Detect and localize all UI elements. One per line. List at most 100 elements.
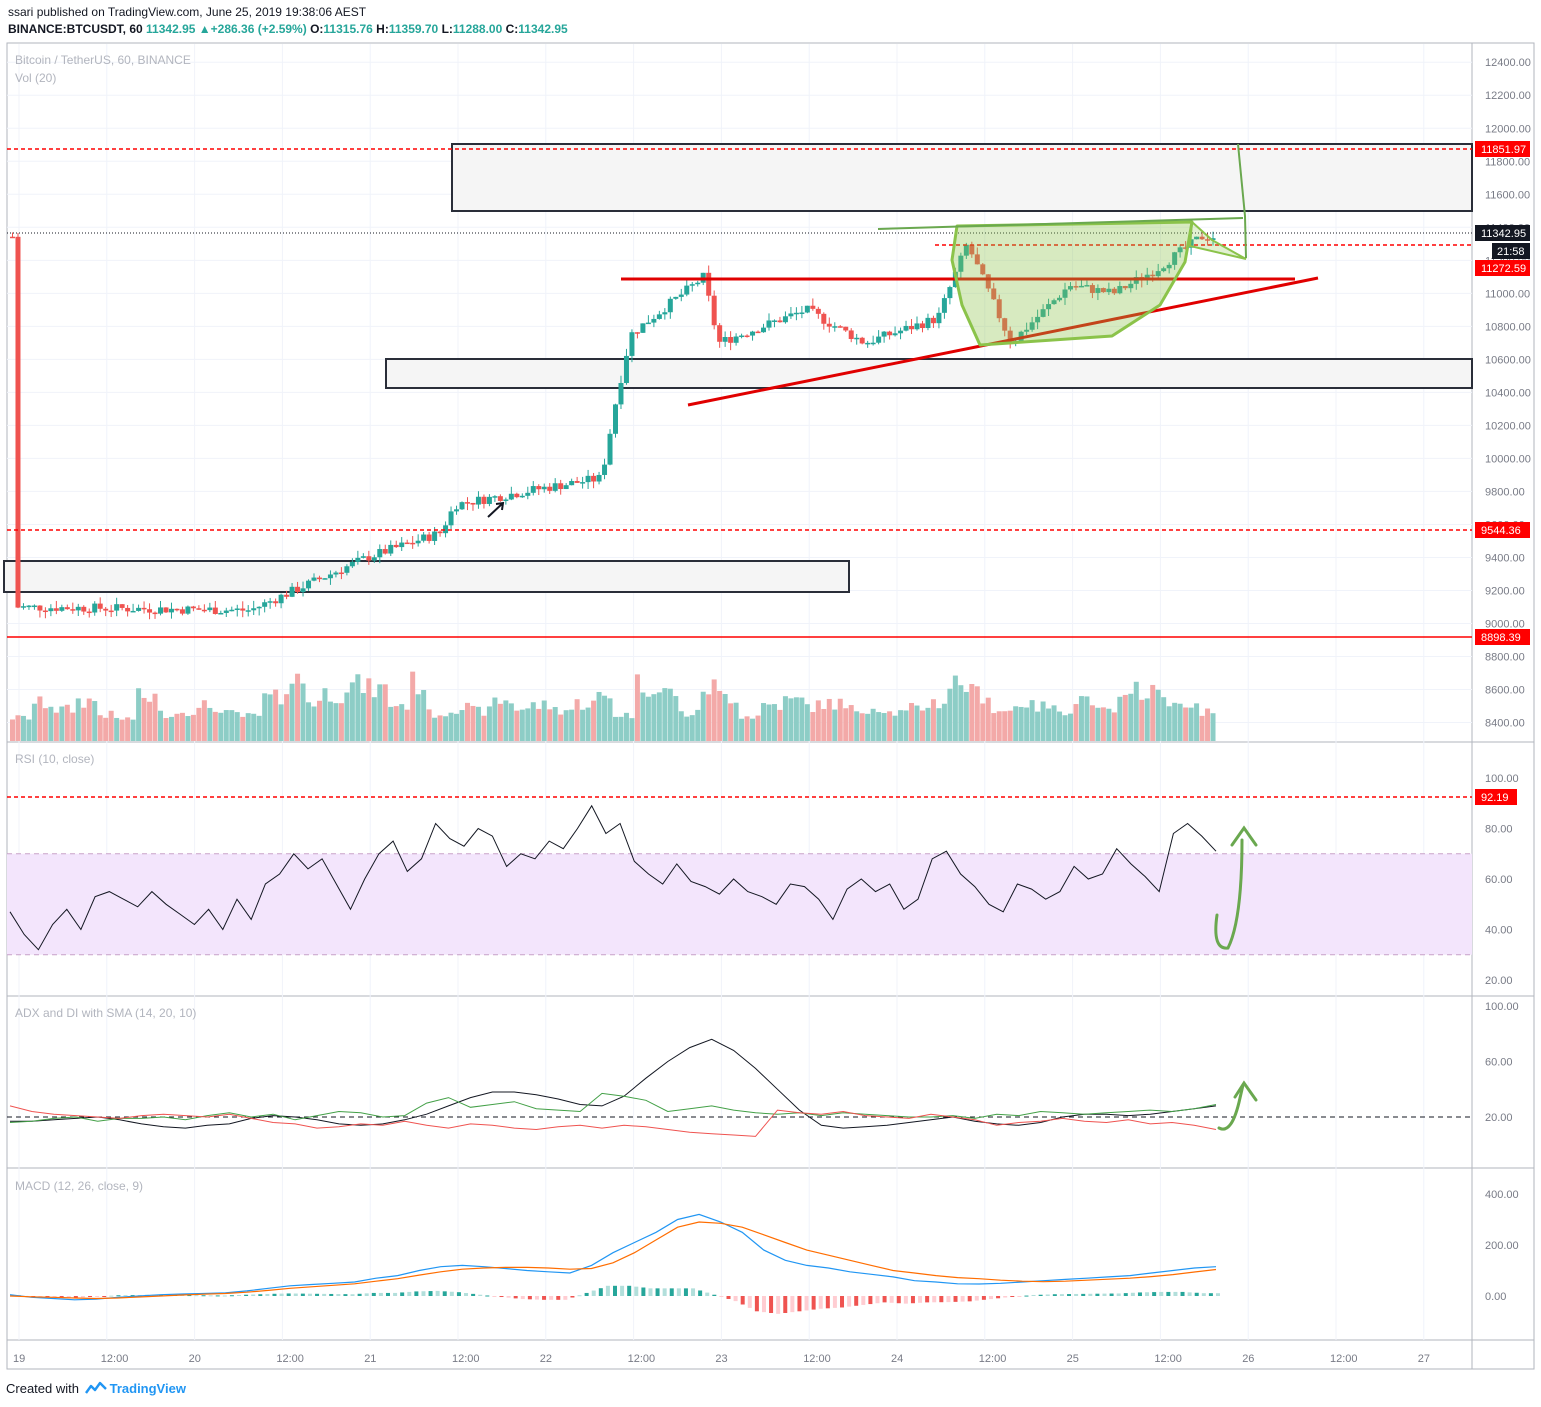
- adx-line: [10, 1038, 1217, 1129]
- candle-body: [92, 603, 98, 613]
- open-label: O:: [310, 22, 324, 36]
- price-pane[interactable]: 12400.00 12200.00 12000.00 11800.00 11600.00…: [3, 44, 1531, 1340]
- candle-body: [245, 610, 251, 612]
- volume-bar: [706, 694, 712, 741]
- candle-body: [251, 608, 257, 611]
- high-label: H:: [376, 22, 389, 36]
- volume-bar: [267, 694, 273, 741]
- macd-histogram-bar: [698, 1290, 703, 1296]
- candle-body: [1111, 288, 1117, 294]
- volume-bar: [941, 703, 947, 741]
- candle-body: [459, 502, 465, 510]
- cup-pattern-shape: [950, 220, 1194, 347]
- price-tick-label: 9000.00: [1485, 618, 1525, 630]
- macd-histogram-bar: [1031, 1294, 1036, 1296]
- candle-body: [185, 606, 191, 614]
- volume-bar: [393, 706, 399, 741]
- macd-histogram-bar: [109, 1295, 114, 1297]
- volume-bar: [31, 703, 37, 741]
- author-name[interactable]: ssari: [8, 5, 34, 19]
- candle-body: [821, 313, 827, 324]
- candle-body: [503, 499, 509, 501]
- candle-body: [284, 594, 290, 597]
- resistance-zone: [451, 143, 1473, 212]
- volume-bar: [201, 700, 207, 741]
- macd-histogram-bar: [613, 1285, 617, 1296]
- candle-body: [393, 544, 399, 548]
- volume-bar: [42, 708, 48, 741]
- volume-bar: [541, 700, 547, 741]
- volume-bar: [223, 710, 229, 741]
- volume-bar: [426, 709, 432, 741]
- candle-body: [859, 337, 865, 344]
- price-tick-label: 10800.00: [1485, 321, 1531, 333]
- drawings-layer[interactable]: [487, 143, 1319, 1131]
- change-arrow-icon: ▲: [198, 22, 211, 36]
- candle-body: [410, 542, 416, 545]
- volume-bar: [536, 708, 542, 741]
- volume-bar: [338, 703, 344, 741]
- price-tick-label: 12200.00: [1485, 90, 1531, 102]
- volume-bar: [673, 696, 679, 741]
- volume-bar: [1002, 711, 1008, 741]
- volume-bar: [585, 707, 591, 741]
- macd-histogram-bar: [1109, 1293, 1114, 1296]
- macd-histogram-bar: [471, 1293, 476, 1296]
- macd-histogram-bar: [790, 1296, 795, 1313]
- candle-body: [437, 531, 443, 534]
- volume-bar: [909, 702, 915, 741]
- adx-pane[interactable]: 100.00 60.00 20.00 ADX and DI with SMA (14,…: [7, 1001, 1519, 1137]
- candle-body: [508, 493, 514, 500]
- volume-bar: [508, 703, 514, 741]
- candle-body: [1035, 316, 1041, 323]
- macd-histogram-bar: [464, 1293, 469, 1296]
- volume-bar: [108, 710, 114, 741]
- volume-bar: [218, 712, 224, 741]
- macd-histogram-bar: [747, 1296, 752, 1308]
- volume-bar: [1166, 706, 1172, 741]
- macd-histogram-bar: [435, 1290, 440, 1296]
- candle-body: [475, 496, 481, 505]
- volume-bar: [695, 709, 701, 741]
- macd-histogram-bar: [783, 1296, 788, 1313]
- volume-bar: [700, 691, 706, 741]
- volume-bar: [240, 716, 246, 741]
- price-tick-label: 8600.00: [1485, 685, 1525, 697]
- volume-bar: [355, 674, 361, 741]
- rsi-up-arrow-icon: [1214, 838, 1244, 950]
- volume-bar: [497, 703, 503, 741]
- candle-body: [86, 611, 92, 614]
- candle-body: [322, 578, 328, 580]
- candle-body: [492, 496, 498, 498]
- volume-bar: [750, 718, 756, 741]
- time-axis[interactable]: 19 12:00 20 12:00 21 12:00 22 12:00 23 12:00 24 12:…: [13, 1353, 1430, 1365]
- volume-bar: [782, 696, 788, 741]
- rsi-line: [9, 804, 1217, 951]
- volume-bar: [207, 707, 213, 741]
- candle-body: [673, 296, 679, 299]
- candle-body: [371, 557, 377, 561]
- tradingview-brand[interactable]: TradingView: [109, 1381, 186, 1396]
- macd-histogram-bar: [343, 1294, 348, 1296]
- volume-bar: [349, 682, 355, 741]
- rsi-pane[interactable]: 92.19 100.00 80.00 60.00 40.00 20.00 RSI (10, …: [7, 752, 1519, 987]
- volume-bar: [130, 719, 136, 741]
- macd-pane[interactable]: 400.00 200.00 0.00 MACD (12, 26, close, 9): [9, 1179, 1519, 1314]
- candle-body: [1128, 283, 1134, 289]
- candle-body: [623, 355, 629, 384]
- small-arrow-icon: [487, 501, 505, 518]
- candle-body: [689, 284, 695, 286]
- macd-histogram-bar: [378, 1292, 383, 1296]
- volume-bar: [678, 711, 684, 741]
- candle-body: [914, 323, 920, 330]
- volume-bar: [722, 693, 728, 741]
- macd-histogram-bar: [669, 1288, 674, 1296]
- candle-body: [1155, 271, 1161, 277]
- candle-body: [629, 332, 635, 356]
- trading-chart[interactable]: 12400.00 12200.00 12000.00 11800.00 11600.00…: [0, 42, 1541, 1374]
- macd-histogram-bar: [449, 1291, 454, 1296]
- volume-bar: [1133, 681, 1139, 741]
- macd-histogram-bar: [605, 1285, 610, 1296]
- macd-histogram-bar: [563, 1296, 568, 1300]
- macd-histogram-bar: [1102, 1293, 1107, 1296]
